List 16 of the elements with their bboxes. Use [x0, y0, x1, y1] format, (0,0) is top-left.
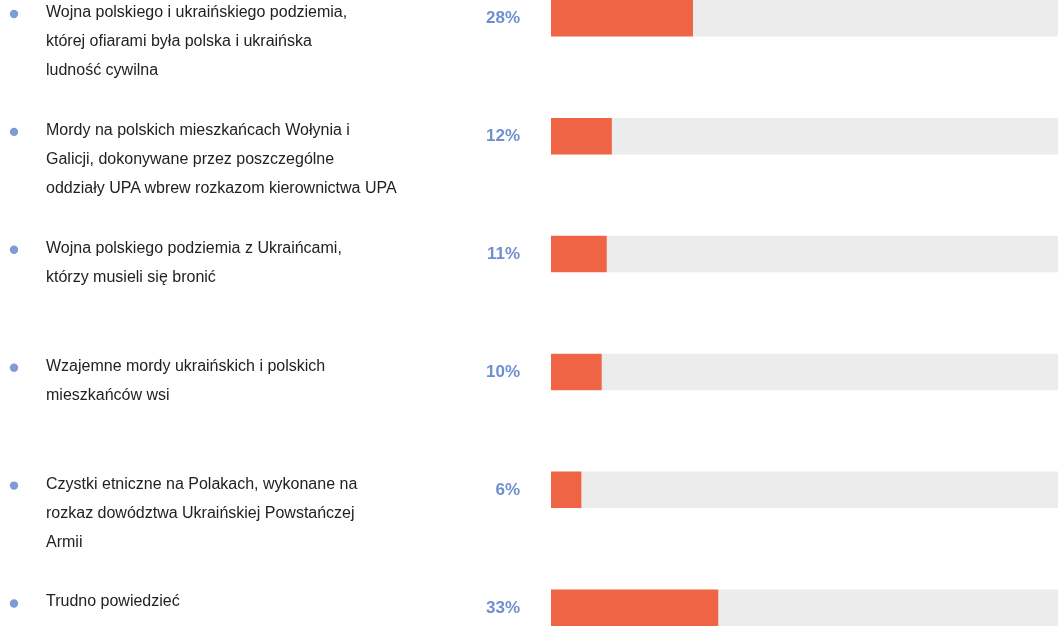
y-tick-label: Mordy na polskich mieszkańcach Wołynia i Galicji, dokonywane przez poszczególne oddziały UPA wbrew rozkazom kierownictwa UPA — [46, 120, 397, 196]
data-label: 11% — [486, 244, 520, 264]
bar — [551, 353, 602, 391]
y-tick-label: Wzajemne mordy ukraińskich i polskich mieszkańców wsi — [46, 356, 326, 403]
y-tick-label: Wojna polskiego podziemia z Ukraińcami, którzy musieli się bronić — [46, 238, 342, 285]
y-tick-label: Wojna polskiego i ukraińskiego podziemia, której ofiarami była polska i ukraińska ludność cywilna — [46, 3, 348, 78]
data-label: 28% — [485, 8, 520, 28]
data-label: 12% — [485, 126, 520, 146]
data-label: 33% — [485, 597, 520, 617]
bar — [551, 235, 607, 273]
data-label: 6% — [495, 479, 520, 499]
y-tick-label: Czystki etniczne na Polakach, wykonane na rozkaz dowództwa Ukraińskiej Powstańczej Armii — [46, 474, 358, 550]
data-label: 10% — [485, 361, 520, 381]
y-tick-label: Trudno powiedzieć — [46, 592, 180, 610]
bar — [551, 117, 612, 155]
bar — [551, 471, 582, 509]
